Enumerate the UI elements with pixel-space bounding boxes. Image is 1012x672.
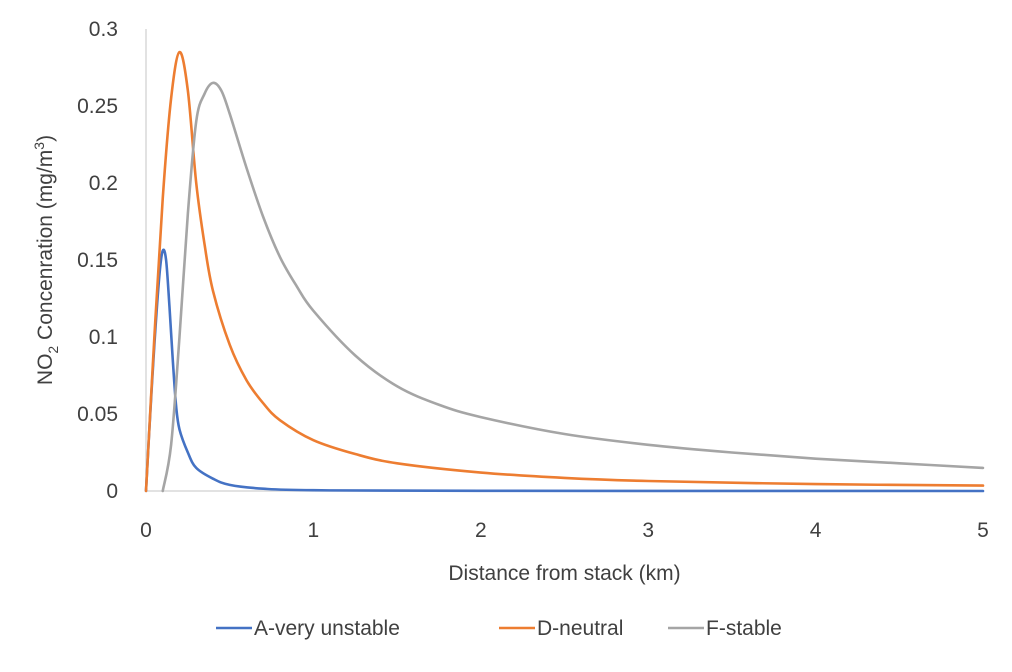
y-tick-label: 0.2 [89,172,118,195]
y-tick-label: 0.3 [89,18,118,41]
y-tick-labels: 0 0.05 0.1 0.15 0.2 0.25 0.3 [77,18,118,503]
x-tick-label: 5 [977,519,989,542]
y-axis-title-rest: Concenration (mg/m [34,150,57,346]
y-axis-title: NO2 Concenration (mg/m3) [31,135,61,385]
x-tick-label: 4 [810,519,822,542]
x-axis-title: Distance from stack (km) [448,562,680,585]
y-tick-label: 0.25 [77,95,118,118]
series-line-0 [144,248,985,493]
x-tick-label: 0 [140,519,152,542]
plot-area [144,29,985,493]
legend-label: F-stable [706,617,782,640]
series-line-2 [161,81,985,493]
y-axis-title-superscript: 3 [31,142,47,150]
x-tick-label: 1 [308,519,320,542]
y-tick-label: 0 [106,480,118,503]
y-axis-title-base: NO [34,354,57,386]
legend-label: A-very unstable [254,617,400,640]
y-tick-label: 0.15 [77,249,118,272]
series-layer [144,50,985,493]
legend-label: D-neutral [537,617,623,640]
x-tick-label: 2 [475,519,487,542]
y-axis-title-close: ) [34,135,57,142]
y-tick-label: 0.05 [77,403,118,426]
legend: A-very unstable D-neutral F-stable [216,617,782,640]
series-line-1 [144,50,985,493]
y-tick-label: 0.1 [89,326,118,349]
y-axis-title-subscript: 2 [45,346,61,354]
x-tick-labels: 0 1 2 3 4 5 [140,519,989,542]
x-tick-label: 3 [642,519,654,542]
